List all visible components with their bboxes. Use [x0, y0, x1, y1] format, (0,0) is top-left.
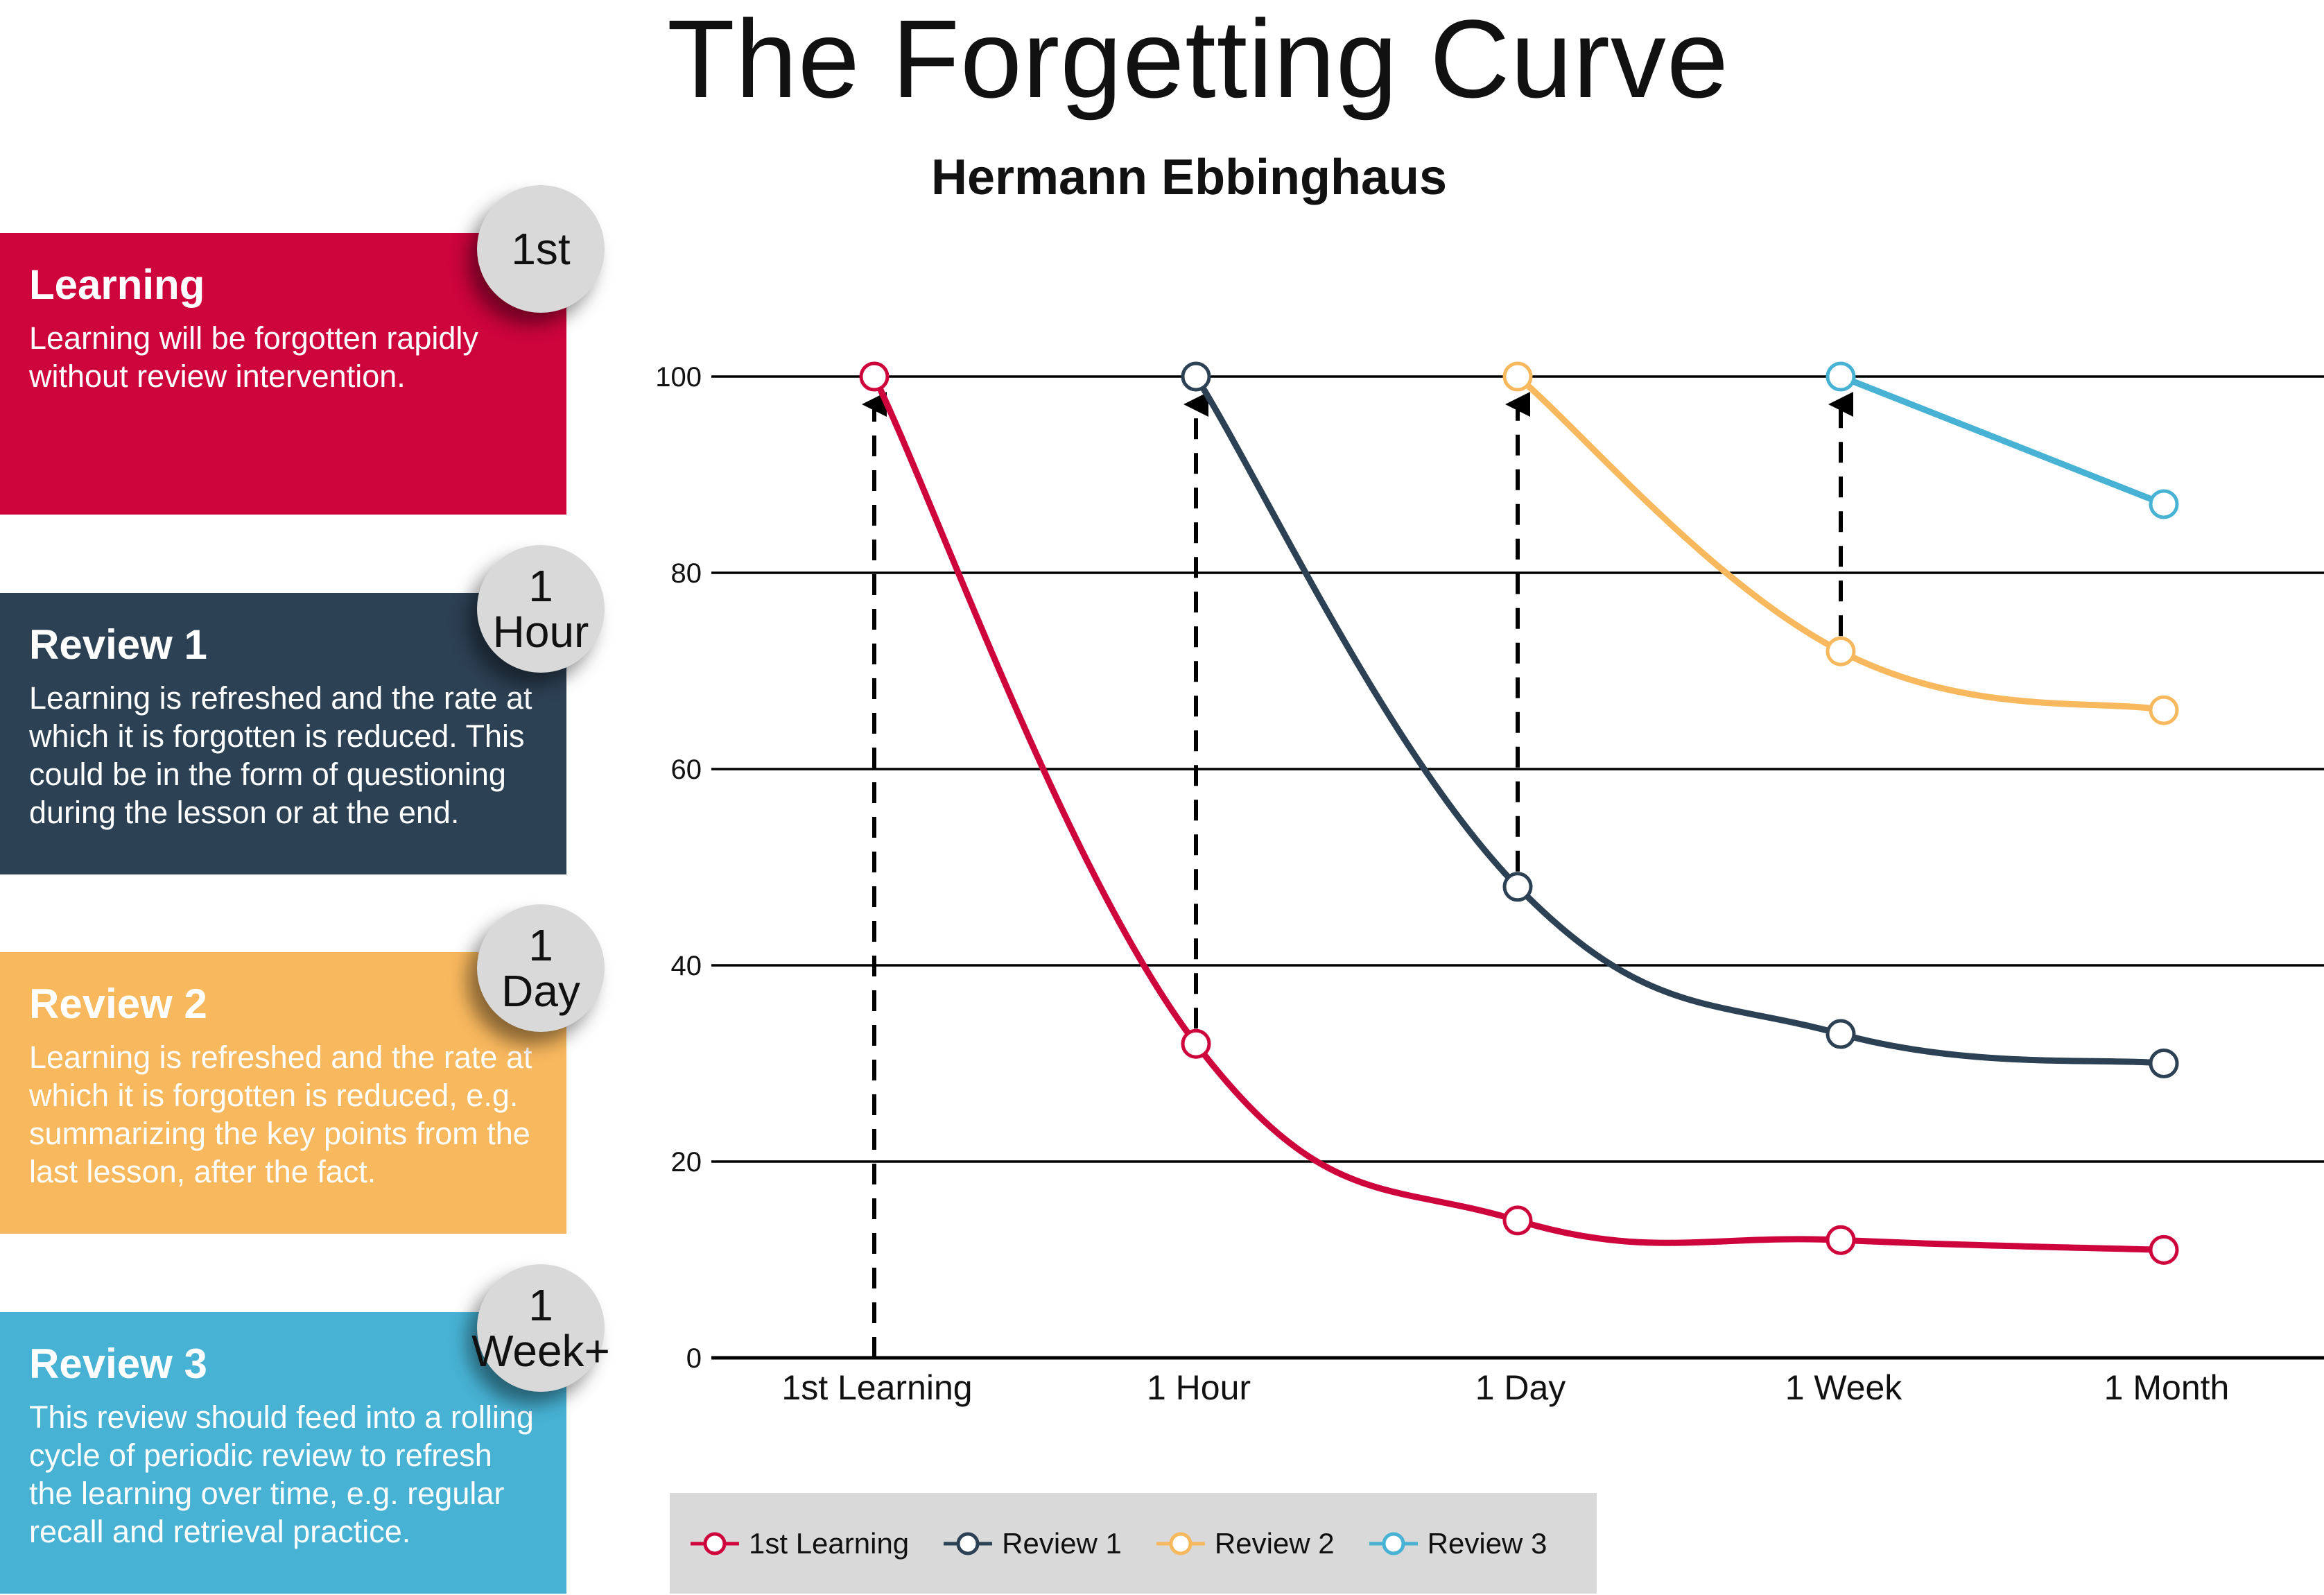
timing-badge: 1 Hour — [477, 545, 605, 673]
card-heading: Learning — [29, 261, 205, 308]
legend-item: Review 3 — [1369, 1527, 1547, 1560]
y-tick-label: 40 — [671, 951, 702, 981]
x-tick-label: 1st Learning — [781, 1368, 972, 1407]
data-point — [2149, 695, 2179, 725]
card-body: Learning will be forgotten rapidly witho… — [29, 320, 478, 394]
timing-badge: 1st — [477, 185, 605, 313]
data-point — [859, 361, 890, 392]
card-heading: Review 3 — [29, 1340, 207, 1387]
data-point — [1181, 1028, 1211, 1059]
badge-text: 1 — [528, 920, 553, 970]
legend-marker-icon — [1369, 1532, 1418, 1555]
stage-card: Review 1 Learning is refreshed and the ra… — [0, 593, 566, 874]
data-point — [1826, 1225, 1856, 1255]
stage-card: Review 3 This review should feed into a r… — [0, 1312, 566, 1594]
card-body: Learning is refreshed and the rate at wh… — [29, 1040, 532, 1189]
x-tick-label: 1 Day — [1475, 1368, 1566, 1407]
badge-text: Day — [501, 966, 580, 1016]
data-point — [1502, 872, 1533, 902]
series-line — [871, 375, 2165, 1253]
legend-marker-icon — [691, 1532, 739, 1555]
data-point — [1826, 1019, 1856, 1049]
card-heading: Review 1 — [29, 621, 207, 668]
legend-label: Review 2 — [1214, 1526, 1335, 1560]
legend-label: Review 3 — [1427, 1526, 1547, 1560]
y-tick-label: 0 — [686, 1343, 702, 1374]
data-point — [1181, 361, 1211, 392]
series-line — [1193, 374, 2165, 1067]
x-tick-label: 1 Hour — [1147, 1368, 1251, 1407]
legend-item: Review 1 — [944, 1527, 1122, 1560]
badge-text: 1st — [511, 224, 571, 274]
data-point — [2149, 1049, 2179, 1078]
x-tick-label: 1 Month — [2104, 1368, 2230, 1407]
legend-item: 1st Learning — [691, 1527, 909, 1560]
page-title: The Forgetting Curve — [667, 0, 1729, 121]
legend-label: Review 1 — [1002, 1526, 1122, 1560]
y-tick-label: 20 — [671, 1147, 702, 1178]
badge-text: 1 — [528, 1280, 553, 1330]
card-heading: Review 2 — [29, 981, 207, 1027]
y-tick-label: 60 — [671, 755, 702, 785]
card-body: Learning is refreshed and the rate at wh… — [29, 680, 532, 830]
y-tick-label: 80 — [671, 558, 702, 589]
x-tick-label: 1 Week — [1785, 1368, 1903, 1407]
data-point — [1826, 361, 1856, 392]
y-tick-label: 100 — [655, 362, 702, 393]
data-point — [1826, 636, 1856, 666]
stage-card: Review 2 Learning is refreshed and the ra… — [0, 952, 566, 1234]
series-line — [1839, 373, 2165, 508]
data-point — [2149, 489, 2179, 519]
page-subtitle: Hermann Ebbinghaus — [930, 150, 1448, 205]
chart-legend: 1st Learning Review 1 Review 2 Review 3 — [670, 1493, 1597, 1594]
badge-text: Week+ — [471, 1326, 610, 1376]
data-point — [2149, 1234, 2179, 1265]
timing-badge: 1 Day — [477, 904, 605, 1032]
data-point — [1502, 361, 1533, 392]
badge-text: Hour — [492, 607, 589, 657]
timing-badge: 1 Week+ — [471, 1264, 610, 1392]
stage-card: Learning Learning will be forgotten rapid… — [0, 233, 566, 515]
data-point — [1502, 1205, 1533, 1236]
legend-label: 1st Learning — [749, 1526, 910, 1560]
legend-marker-icon — [1156, 1532, 1205, 1555]
legend-item: Review 2 — [1156, 1527, 1335, 1560]
badge-text: 1 — [528, 561, 553, 611]
card-body: This review should feed into a rolling c… — [29, 1399, 534, 1549]
legend-marker-icon — [944, 1532, 993, 1555]
